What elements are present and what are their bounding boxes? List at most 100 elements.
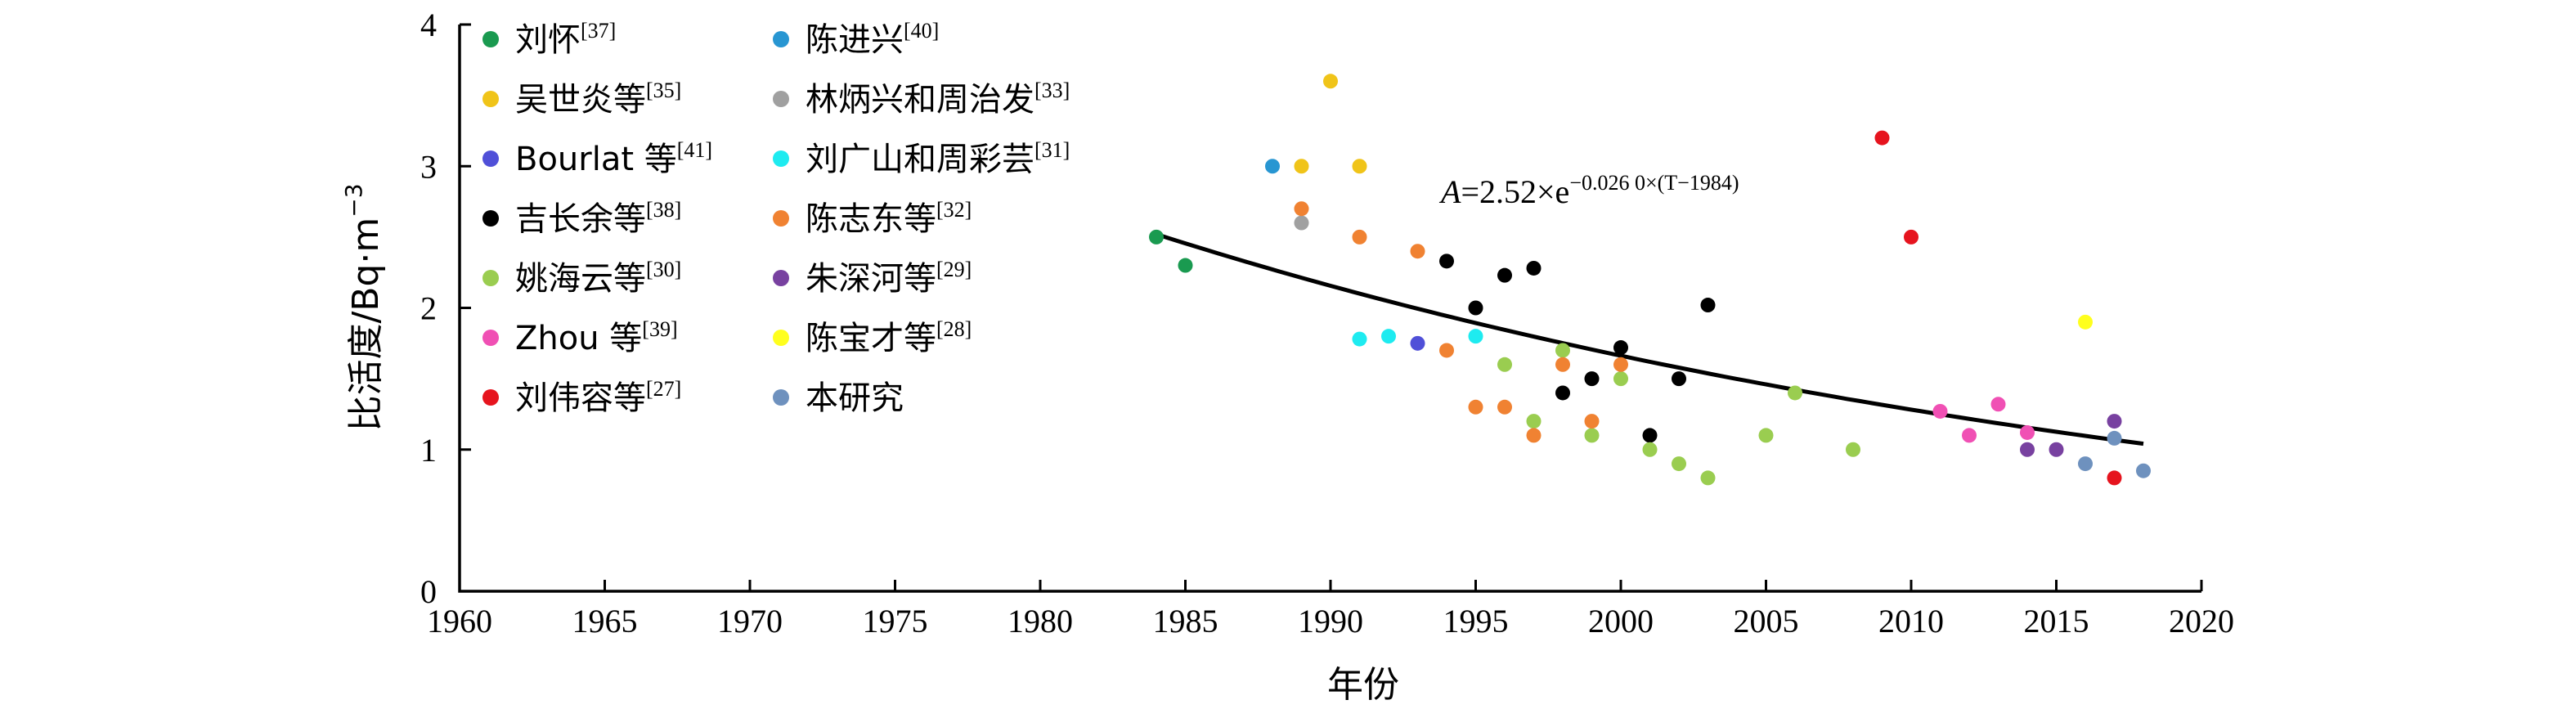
legend-entry-name: 陈进兴 (806, 21, 904, 59)
x-tick-label: 2010 (1878, 603, 1944, 639)
data-point-series-7 (1265, 159, 1280, 174)
fit-formula-exponent: −0.026 0×(T−1984) (1569, 171, 1739, 195)
legend-entry-name: 吴世炎等 (515, 81, 646, 119)
legend-entry-name: 陈宝才等 (806, 320, 936, 357)
data-point-series-4 (1613, 371, 1628, 387)
fit-formula: A=2.52×e−0.026 0×(T−1984) (1438, 171, 1739, 210)
legend-entry: 刘广山和周彩芸[31] (806, 138, 1070, 178)
legend-entry: 刘伟容等[27] (515, 377, 681, 417)
x-tick-label: 1980 (1008, 603, 1073, 639)
legend-entry: 陈进兴[40] (806, 19, 939, 59)
legend-entry-name: 姚海云等 (515, 260, 646, 298)
data-point-series-4 (1846, 442, 1860, 457)
data-point-series-3 (1468, 300, 1483, 316)
fit-formula-symbol: A (1438, 173, 1461, 210)
x-tick-label: 2005 (1734, 603, 1799, 639)
legend-entry-ref: [29] (936, 258, 972, 281)
data-point-series-10 (1613, 357, 1628, 372)
legend-entry-ref: [30] (646, 258, 681, 281)
x-tick-label: 2000 (1588, 603, 1654, 639)
data-point-series-12 (2078, 314, 2093, 330)
legend-entry-name: 刘怀 (515, 21, 581, 59)
data-point-series-4 (1758, 428, 1774, 443)
data-point-series-4 (1700, 470, 1716, 486)
legend-entry-ref: [40] (904, 19, 939, 43)
legend-entry: 吴世炎等[35] (515, 79, 681, 119)
legend-entry-name: 刘伟容等 (515, 379, 646, 417)
data-point-series-9 (1352, 331, 1367, 347)
y-axis-title-main: 比活度/Bq·m (345, 218, 387, 432)
data-point-series-5 (1932, 403, 1948, 419)
x-tick-label: 1985 (1153, 603, 1218, 639)
data-point-series-4 (1672, 456, 1686, 472)
data-point-series-5 (2020, 424, 2035, 440)
data-point-series-0 (1178, 258, 1193, 273)
legend-marker (773, 270, 789, 286)
legend-marker (482, 31, 499, 47)
data-point-series-11 (2107, 414, 2122, 429)
data-point-series-2 (1410, 335, 1425, 351)
legend-marker (773, 389, 789, 406)
legend-entry-ref: [33] (1034, 79, 1070, 102)
legend-marker (773, 210, 789, 227)
data-point-series-13 (2078, 456, 2093, 472)
legend-marker (482, 210, 499, 227)
y-tick-label: 0 (420, 573, 437, 610)
data-point-series-10 (1439, 343, 1454, 358)
legend-entry-ref: [27] (646, 377, 681, 401)
legend-entry-name: 朱深河等 (806, 260, 936, 298)
data-point-series-3 (1439, 254, 1454, 269)
y-tick-label: 4 (420, 7, 437, 43)
legend-marker (482, 389, 499, 406)
legend-marker (482, 270, 499, 286)
x-axis-title: 年份 (1327, 664, 1399, 706)
legend-entry: 吉长余等[38] (515, 198, 681, 238)
x-tick-label: 2020 (2169, 603, 2234, 639)
x-tick-label: 1990 (1298, 603, 1363, 639)
data-point-series-5 (1990, 397, 2006, 412)
legend-entry-name: Zhou 等 (515, 320, 642, 357)
data-points (1149, 74, 2151, 486)
legend-entry-ref: [41] (677, 138, 712, 162)
legend-entry: 刘怀[37] (515, 19, 616, 59)
legend-entry-ref: [35] (646, 79, 681, 102)
legend-marker (482, 91, 499, 107)
legend-entry-name: 刘广山和周彩芸 (806, 141, 1034, 178)
legend: 刘怀[37]吴世炎等[35]Bourlat 等[41]吉长余等[38]姚海云等[… (482, 19, 1070, 417)
x-tick-label: 1975 (863, 603, 928, 639)
data-point-series-1 (1294, 159, 1309, 174)
legend-entry-name: 林炳兴和周治发 (806, 81, 1034, 119)
y-tick-label: 3 (420, 148, 437, 185)
legend-entry-ref: [37] (581, 19, 616, 43)
legend-entry-ref: [32] (936, 198, 972, 222)
x-tick-label: 1995 (1443, 603, 1509, 639)
legend-entry: 姚海云等[30] (515, 258, 681, 298)
axis-lines (458, 25, 2201, 593)
y-tick-label: 1 (420, 432, 437, 469)
legend-marker (482, 150, 499, 167)
data-point-series-13 (2107, 430, 2122, 446)
y-axis-title-exponent: −3 (340, 183, 367, 217)
data-point-series-11 (2020, 442, 2035, 457)
data-point-series-3 (1526, 260, 1542, 276)
legend-entry: Zhou 等[39] (515, 317, 678, 357)
data-point-series-6 (1904, 229, 1919, 245)
data-point-series-8 (1294, 215, 1309, 231)
axis-labels: 年份 比活度/Bq·m−3 (340, 183, 1399, 706)
fit-formula-main: =2.52×e (1461, 173, 1569, 210)
legend-entry: 陈宝才等[28] (806, 317, 972, 357)
y-tick-label: 2 (420, 290, 437, 327)
data-point-series-11 (2049, 442, 2064, 457)
legend-entry: 陈志东等[32] (806, 198, 972, 238)
axes: 1960 1965 1970 1975 1980 1985 1990 1995 2000 2005… (420, 7, 2234, 639)
data-point-series-4 (1788, 385, 1802, 401)
data-point-series-13 (2136, 463, 2151, 478)
data-point-series-10 (1294, 201, 1309, 217)
legend-entry: 林炳兴和周治发[33] (806, 79, 1070, 119)
legend-marker (482, 330, 499, 346)
x-tick-label: 1960 (427, 603, 492, 639)
data-point-series-6 (2107, 470, 2122, 486)
y-axis-title: 比活度/Bq·m−3 (340, 183, 387, 431)
data-point-series-5 (1962, 428, 1977, 443)
